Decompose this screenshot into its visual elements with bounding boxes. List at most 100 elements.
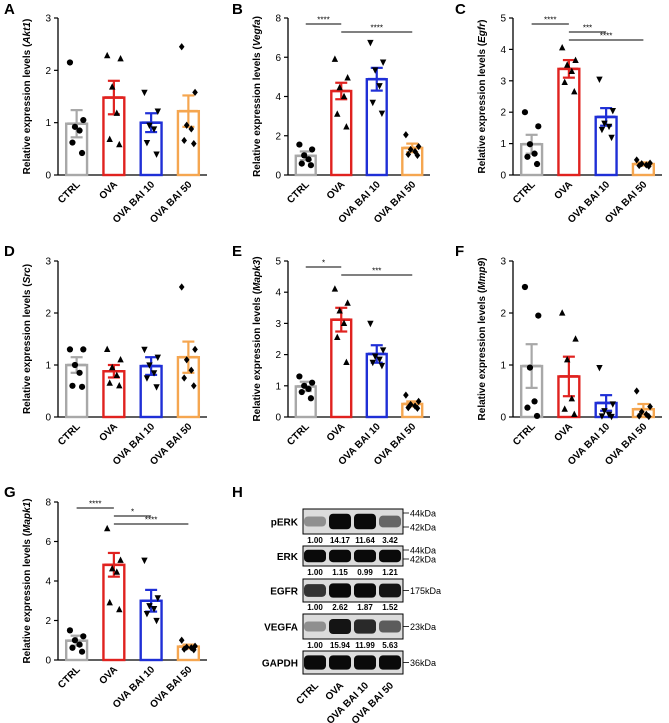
data-point xyxy=(113,371,120,378)
band-quantification: 1.00 xyxy=(307,536,323,545)
data-point xyxy=(371,353,379,360)
panel-letter: G xyxy=(4,484,16,501)
y-tick-label: 1 xyxy=(45,118,51,129)
y-axis-label: Relative expression levels (Akt1) xyxy=(22,19,33,175)
data-point xyxy=(76,127,83,134)
blot-row-label: pERK xyxy=(271,518,299,529)
blot-band xyxy=(354,513,376,530)
data-point xyxy=(636,161,643,170)
data-point xyxy=(307,395,315,402)
data-point xyxy=(150,606,158,613)
data-point xyxy=(524,153,531,160)
blot-band xyxy=(379,620,401,633)
data-point xyxy=(154,595,162,602)
data-point xyxy=(533,160,541,168)
data-point xyxy=(298,160,305,167)
data-point xyxy=(80,116,87,124)
data-point xyxy=(558,44,566,51)
data-point xyxy=(116,140,123,148)
data-point xyxy=(343,358,350,365)
data-point xyxy=(69,644,76,651)
data-point xyxy=(301,382,308,389)
data-point xyxy=(146,122,153,130)
data-point xyxy=(103,51,111,59)
data-point xyxy=(336,83,343,91)
y-tick-label: 2 xyxy=(500,108,506,119)
data-point xyxy=(154,354,162,361)
blot-band xyxy=(329,583,351,598)
kda-marker: 42kDa xyxy=(410,555,436,565)
data-point xyxy=(598,413,606,420)
data-point xyxy=(521,283,529,291)
data-point xyxy=(571,87,578,95)
data-point xyxy=(369,99,376,107)
blot-band xyxy=(354,655,376,670)
y-tick-label: 4 xyxy=(45,577,51,588)
data-point xyxy=(113,109,120,116)
kda-marker: 23kDa xyxy=(410,622,436,632)
y-tick-label: 3 xyxy=(45,257,51,268)
data-point xyxy=(143,375,151,382)
data-point xyxy=(568,67,575,74)
data-point xyxy=(150,126,158,133)
y-tick-label: 2 xyxy=(45,309,51,320)
data-point xyxy=(521,109,529,116)
error-bar xyxy=(104,551,124,578)
data-point xyxy=(192,88,198,96)
kda-marker: 44kDa xyxy=(410,509,436,519)
data-point xyxy=(106,135,113,143)
x-tick-label: CTRL xyxy=(285,421,312,448)
data-point xyxy=(378,110,386,117)
blot-row-label: ERK xyxy=(277,552,299,563)
y-tick-label: 4 xyxy=(275,92,281,103)
data-point xyxy=(609,108,617,115)
data-point xyxy=(334,333,341,341)
data-point xyxy=(309,146,316,153)
data-point xyxy=(143,610,151,618)
data-point xyxy=(344,74,351,81)
band-quantification: 3.42 xyxy=(382,536,398,545)
blot-band xyxy=(304,655,326,670)
data-point xyxy=(405,404,412,412)
data-point xyxy=(296,141,303,148)
data-point xyxy=(561,78,568,85)
error-bar xyxy=(67,109,87,139)
data-point xyxy=(117,55,124,62)
data-point xyxy=(307,162,315,169)
data-point xyxy=(183,643,190,651)
error-bar xyxy=(559,355,579,398)
blot-band xyxy=(329,513,351,530)
error-bar xyxy=(141,112,161,134)
blot-band xyxy=(379,515,401,528)
data-point xyxy=(596,365,603,372)
y-tick-label: 3 xyxy=(500,257,506,268)
data-point xyxy=(336,307,343,314)
data-point xyxy=(601,120,608,127)
band-quantification: 2.62 xyxy=(332,603,348,612)
panel-d: D 0 1 2 3 Relative expression levels (Src) CTR… xyxy=(4,243,207,468)
error-bar xyxy=(178,94,198,128)
data-point xyxy=(153,384,160,391)
blot-band xyxy=(329,618,351,635)
data-point xyxy=(343,123,350,130)
error-bar xyxy=(104,79,124,116)
data-point xyxy=(117,556,124,563)
data-point xyxy=(609,401,617,408)
data-point xyxy=(178,636,185,644)
blot-band xyxy=(354,583,376,598)
data-point xyxy=(369,359,376,367)
data-point xyxy=(633,156,640,164)
panel-b: B 0 2 4 6 8 Relative expression levels (Vegfa)… xyxy=(232,1,430,226)
x-tick-label: CTRL xyxy=(511,179,538,206)
blot-membrane xyxy=(302,545,404,567)
data-point xyxy=(78,383,86,390)
y-tick-label: 2 xyxy=(275,131,281,142)
data-point xyxy=(645,162,652,170)
panel-a: A 0 1 2 3 Relative expression levels (Akt1) CT… xyxy=(4,1,207,226)
data-point xyxy=(598,126,606,134)
significance-label: **** xyxy=(600,32,612,41)
significance-label: **** xyxy=(89,500,101,509)
band-quantification: 15.94 xyxy=(330,641,351,650)
data-point xyxy=(564,61,571,68)
